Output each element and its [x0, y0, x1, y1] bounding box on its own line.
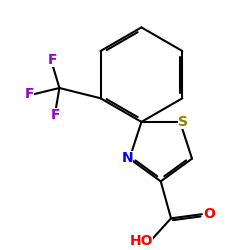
Text: F: F: [47, 53, 57, 67]
Text: S: S: [178, 115, 188, 129]
Text: O: O: [203, 207, 215, 221]
Text: N: N: [122, 151, 133, 165]
Text: HO: HO: [130, 234, 153, 248]
Text: F: F: [50, 108, 60, 122]
Text: F: F: [24, 87, 34, 101]
